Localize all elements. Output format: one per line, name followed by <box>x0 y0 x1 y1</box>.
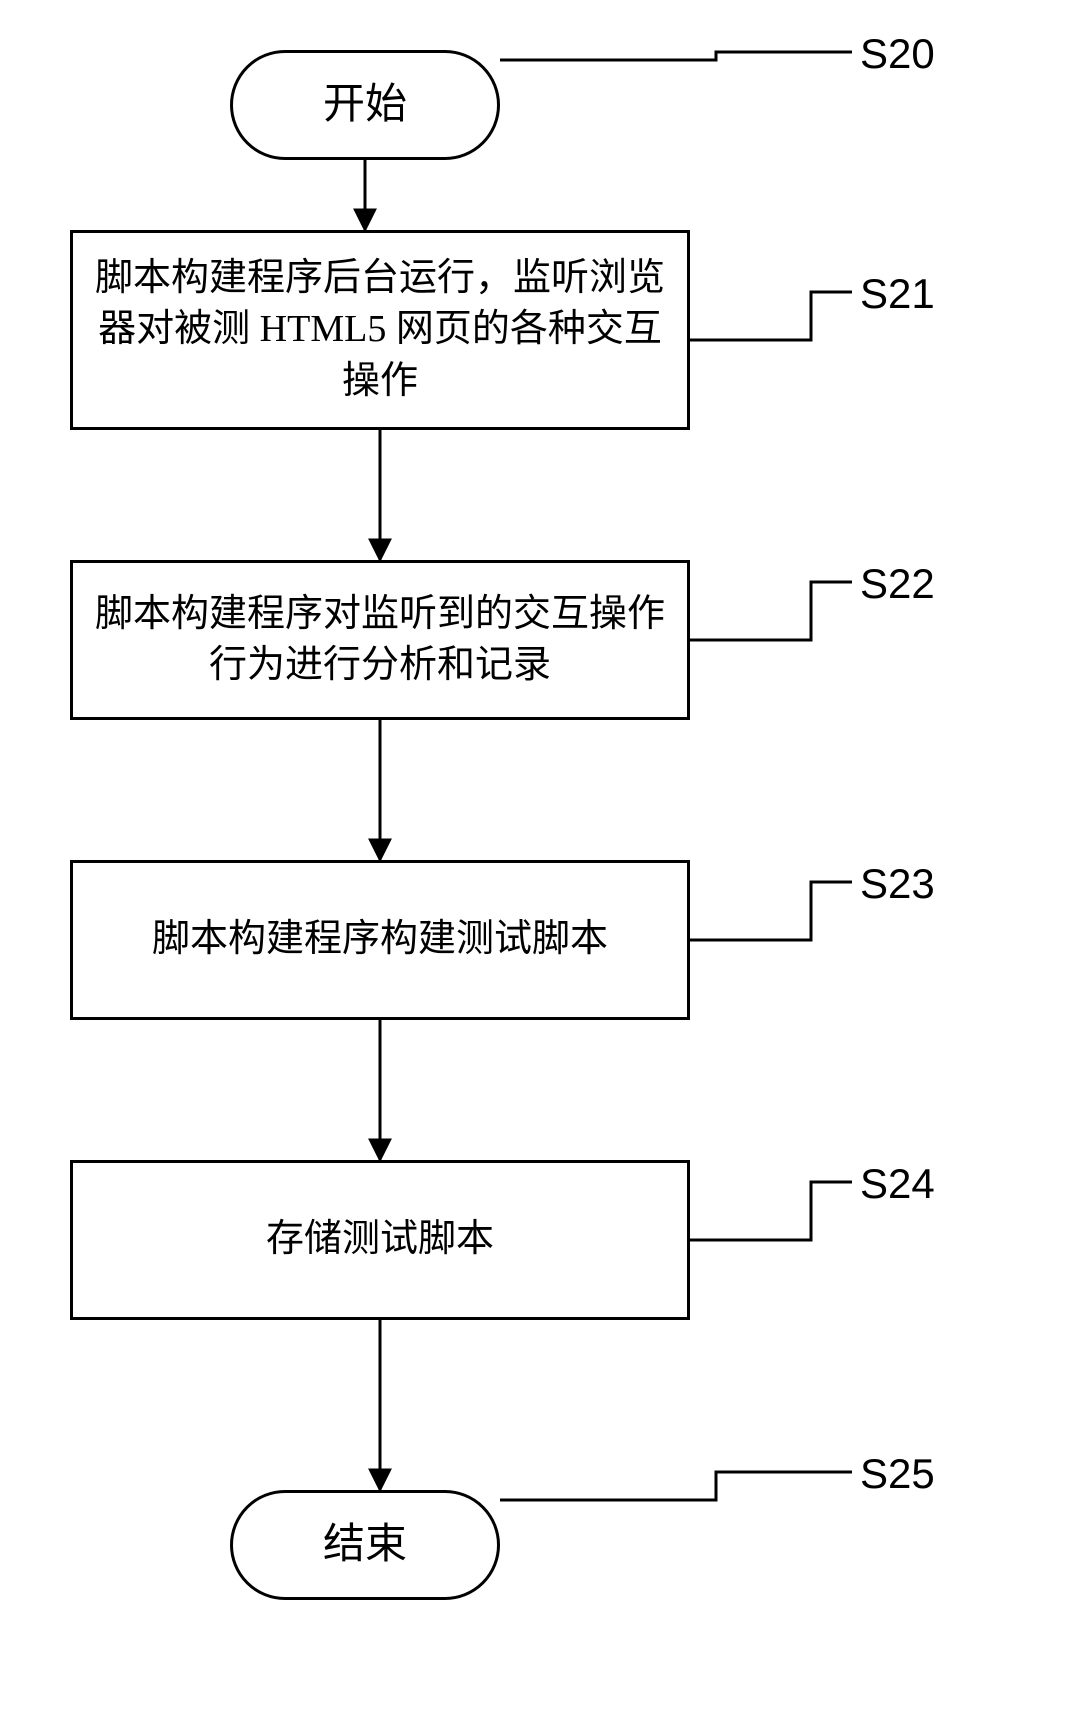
label-connector <box>690 582 852 640</box>
node-text: 开始 <box>323 77 407 134</box>
node-n_s24: 存储测试脚本 <box>70 1160 690 1320</box>
step-label: S24 <box>860 1160 935 1208</box>
label-connector <box>690 1182 852 1240</box>
step-label: S20 <box>860 30 935 78</box>
node-text: 存储测试脚本 <box>266 1214 494 1265</box>
node-n_s22: 脚本构建程序对监听到的交互操作行为进行分析和记录 <box>70 560 690 720</box>
node-n_s21: 脚本构建程序后台运行，监听浏览器对被测 HTML5 网页的各种交互操作 <box>70 230 690 430</box>
flowchart-canvas: 开始脚本构建程序后台运行，监听浏览器对被测 HTML5 网页的各种交互操作脚本构… <box>0 0 1082 1724</box>
step-label: S25 <box>860 1450 935 1498</box>
step-label: S21 <box>860 270 935 318</box>
node-n_s23: 脚本构建程序构建测试脚本 <box>70 860 690 1020</box>
node-text: 结束 <box>323 1517 407 1574</box>
step-label: S22 <box>860 560 935 608</box>
node-n_start: 开始 <box>230 50 500 160</box>
node-text: 脚本构建程序对监听到的交互操作行为进行分析和记录 <box>91 589 669 692</box>
label-connector <box>690 882 852 940</box>
label-connector <box>500 1472 852 1500</box>
label-connector <box>690 292 852 340</box>
node-n_end: 结束 <box>230 1490 500 1600</box>
step-label: S23 <box>860 860 935 908</box>
label-connector <box>500 52 852 60</box>
node-text: 脚本构建程序构建测试脚本 <box>152 914 608 965</box>
node-text: 脚本构建程序后台运行，监听浏览器对被测 HTML5 网页的各种交互操作 <box>91 253 669 407</box>
